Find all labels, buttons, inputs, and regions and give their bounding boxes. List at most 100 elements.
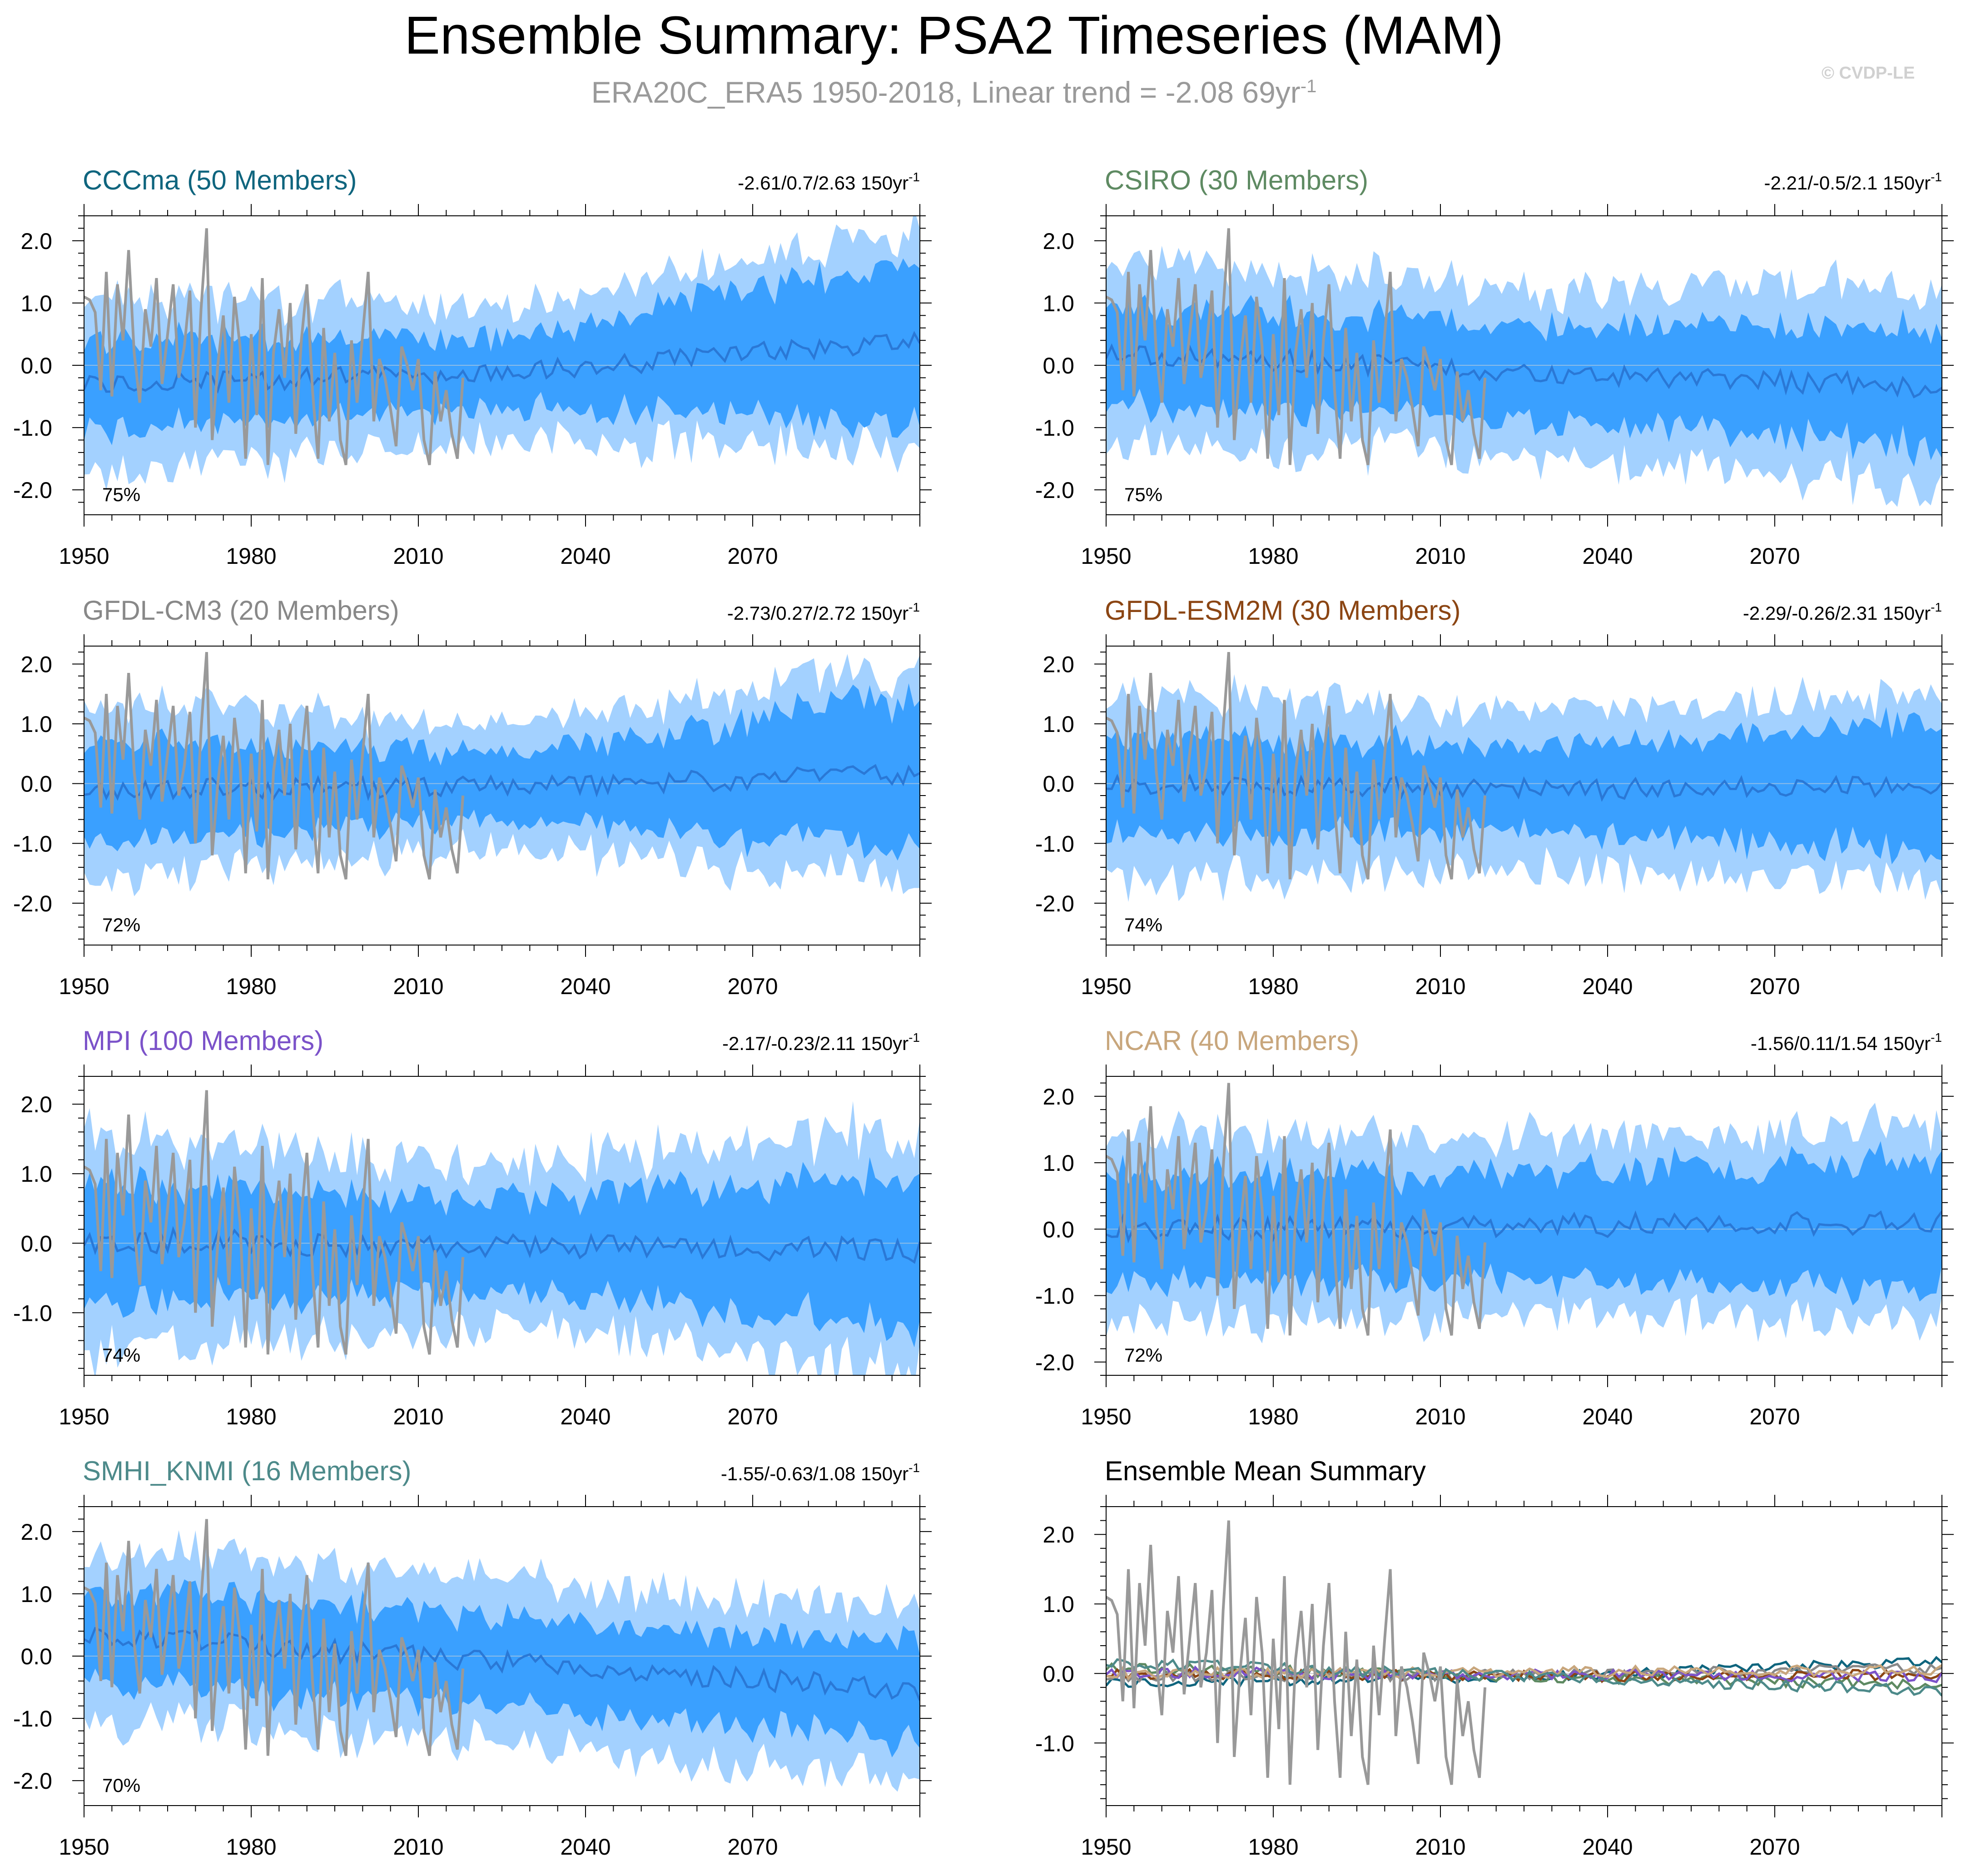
figure-title: Ensemble Summary: PSA2 Timeseries (MAM) [404,5,1504,65]
x-tick-label: 1980 [1248,974,1298,999]
y-tick-label: 2.0 [20,1092,52,1117]
panel-1: CCCma (50 Members) -2.61/0.7/2.63 150yr-1… [13,165,932,569]
x-tick-label: 2070 [727,543,778,569]
percent-label: 75% [1124,484,1162,505]
plot-area [1106,652,1942,902]
y-tick-label: -1.0 [13,831,52,856]
trend-exponent: -1 [1931,170,1942,184]
plot-area [84,216,920,491]
x-tick-label: 1950 [59,1404,109,1429]
panel-title: CSIRO (30 Members) [1105,165,1368,195]
panel-title: CCCma (50 Members) [83,165,357,195]
x-tick-label: 2070 [1749,974,1800,999]
x-tick-label: 2070 [1749,1404,1800,1429]
x-tick-label: 2040 [1582,1404,1633,1429]
x-tick-label: 1980 [226,1404,276,1429]
plot-area [84,1090,920,1375]
x-tick-label: 2010 [1415,974,1465,999]
x-tick-label: 2070 [1749,1834,1800,1860]
y-tick-label: -1.0 [13,1706,52,1732]
y-tick-label: -2.0 [1035,478,1074,503]
x-tick-label: 2010 [393,543,443,569]
percent-label: 75% [102,484,140,505]
ensemble-mean-series [1106,1658,1942,1697]
x-tick-label: 2040 [560,974,611,999]
panel-5: MPI (100 Members) -2.17/-0.23/2.11 150yr-… [13,1025,932,1429]
x-tick-label: 1980 [226,1834,276,1860]
ensemble-mean-line [84,764,920,801]
percent-label: 72% [1124,1344,1162,1366]
panel-title: Ensemble Mean Summary [1105,1456,1426,1486]
x-tick-label: 2010 [393,1834,443,1860]
x-tick-label: 2070 [727,974,778,999]
plot-area [1106,1083,1942,1344]
credit-watermark: © CVDP-LE [1822,64,1915,83]
trend-exponent: -1 [909,1030,920,1045]
percent-label: 72% [102,914,140,936]
ensemble-mean-series [1106,1664,1942,1681]
x-tick-label: 2040 [560,1834,611,1860]
y-tick-label: -2.0 [13,1768,52,1794]
observed-line [1106,228,1487,465]
x-tick-label: 1980 [1248,543,1298,569]
y-tick-label: -1.0 [1035,415,1074,441]
y-tick-label: 1.0 [1043,291,1074,316]
observed-line [84,228,465,465]
y-tick-label: 1.0 [20,712,52,737]
y-tick-label: 0.0 [1043,1661,1074,1687]
trend-value: -2.21/-0.5/2.1 150yr [1764,172,1931,194]
trend-label: -1.55/-0.63/1.08 150yr-1 [721,1461,920,1484]
y-tick-label: 2.0 [1043,1522,1074,1548]
y-tick-label: 2.0 [1043,229,1074,254]
y-tick-label: 0.0 [20,353,52,378]
trend-label: -2.73/0.27/2.72 150yr-1 [727,600,920,624]
x-tick-label: 1980 [226,543,276,569]
x-tick-label: 1950 [1081,974,1131,999]
x-tick-label: 2070 [727,1404,778,1429]
y-tick-label: 0.0 [1043,1217,1074,1242]
x-tick-label: 2010 [393,1404,443,1429]
x-tick-label: 2040 [1582,1834,1633,1860]
y-tick-label: 0.0 [20,1231,52,1256]
y-tick-label: 1.0 [1043,1592,1074,1617]
trend-value: -1.56/0.11/1.54 150yr [1751,1033,1931,1054]
x-tick-label: 1950 [1081,1834,1131,1860]
y-tick-label: 2.0 [1043,1084,1074,1110]
y-tick-label: -1.0 [13,415,52,441]
y-tick-label: -2.0 [13,478,52,503]
observed-line [84,1519,465,1756]
y-tick-label: -2.0 [1035,1350,1074,1375]
percent-label: 70% [102,1775,140,1796]
y-tick-label: 0.0 [1043,353,1074,378]
trend-exponent: -1 [1931,600,1942,614]
ensemble-mean-line [84,1627,920,1701]
observed-line [84,1090,465,1355]
y-tick-label: 1.0 [20,1582,52,1607]
y-tick-label: 2.0 [20,652,52,677]
x-tick-label: 1950 [59,1834,109,1860]
trend-label: -2.21/-0.5/2.1 150yr-1 [1764,170,1942,194]
trend-value: -2.29/-0.26/2.31 150yr [1743,602,1931,624]
panel-title: GFDL-CM3 (20 Members) [83,595,399,626]
x-tick-label: 2010 [393,974,443,999]
figure-subtitle: ERA20C_ERA5 1950-2018, Linear trend = -2… [0,75,1908,109]
panel-3: GFDL-CM3 (20 Members) -2.73/0.27/2.72 150… [13,595,932,999]
panel-title: NCAR (40 Members) [1105,1025,1359,1056]
y-tick-label: 2.0 [1043,652,1074,677]
x-tick-label: 1980 [1248,1404,1298,1429]
y-tick-label: 0.0 [20,771,52,797]
x-tick-label: 2010 [1415,543,1465,569]
ensemble-mean-line [1106,773,1942,802]
ensemble-mean-line [1106,1210,1942,1244]
y-tick-label: 1.0 [20,1161,52,1187]
observed-line [1106,1083,1487,1336]
trend-label: -2.61/0.7/2.63 150yr-1 [738,170,920,194]
ensemble-mean-line [1106,343,1942,398]
panel-8: Ensemble Mean Summary 2.0 1.0 0.0 -1.0 1950 19… [1035,1456,1954,1860]
x-tick-label: 1980 [1248,1834,1298,1860]
x-tick-label: 2040 [560,1404,611,1429]
y-tick-label: 2.0 [20,1519,52,1545]
observed-line [84,652,465,880]
panel-title: SMHI_KNMI (16 Members) [83,1456,411,1486]
inner-range-band [1106,707,1942,865]
